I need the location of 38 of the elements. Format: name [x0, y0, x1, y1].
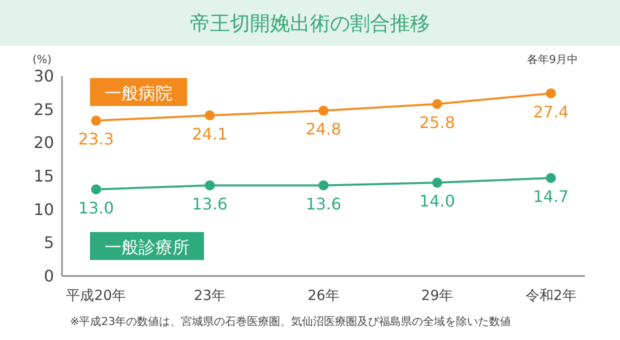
- y-tick-label: 25: [34, 100, 54, 119]
- point: [546, 173, 556, 183]
- data-label: 13.0: [78, 198, 114, 218]
- data-label: 25.8: [419, 113, 456, 132]
- y-axis-title: (%): [32, 53, 52, 66]
- point: [318, 180, 328, 190]
- y-tick-label: 15: [34, 166, 54, 186]
- text: ※平成23年の数値は、宮城県の石巻医療圏、気仙沼医療圏及び福島県の全域を除いた数値: [70, 315, 512, 328]
- data-label: 24.1: [192, 124, 228, 144]
- x-tick-label: 令和2年: [525, 288, 576, 304]
- data-label: 13.6: [192, 194, 228, 214]
- text: 一般診療所: [104, 238, 190, 258]
- point: [318, 106, 328, 116]
- point: [546, 88, 556, 98]
- chart-subtitle: 各年9月中: [527, 53, 578, 66]
- y-tick-label: 30: [34, 66, 54, 86]
- x-tick-label: 平成20年: [66, 288, 126, 304]
- y-tick-label: 0: [44, 266, 54, 286]
- x-tick-label: 23年: [194, 288, 226, 304]
- y-tick-label: 20: [34, 133, 54, 152]
- point: [204, 180, 215, 190]
- point: [432, 99, 442, 109]
- chart-title: 帝王切開娩出術の割合推移: [190, 11, 430, 35]
- data-label: 27.4: [533, 102, 569, 122]
- data-label: 24.8: [306, 120, 342, 139]
- data-label: 14.0: [419, 192, 456, 211]
- point: [91, 116, 102, 126]
- series-label: 一般病院: [104, 84, 173, 104]
- point: [432, 178, 442, 188]
- x-tick-label: 29年: [421, 288, 454, 304]
- point: [204, 110, 215, 120]
- data-label: 14.7: [533, 187, 569, 206]
- x-tick-label: 26年: [308, 288, 340, 304]
- data-label: 13.6: [306, 194, 342, 214]
- y-tick-label: 5: [44, 233, 54, 252]
- y-tick-label: 10: [34, 200, 54, 219]
- data-label: 23.3: [78, 130, 114, 149]
- point: [91, 184, 102, 194]
